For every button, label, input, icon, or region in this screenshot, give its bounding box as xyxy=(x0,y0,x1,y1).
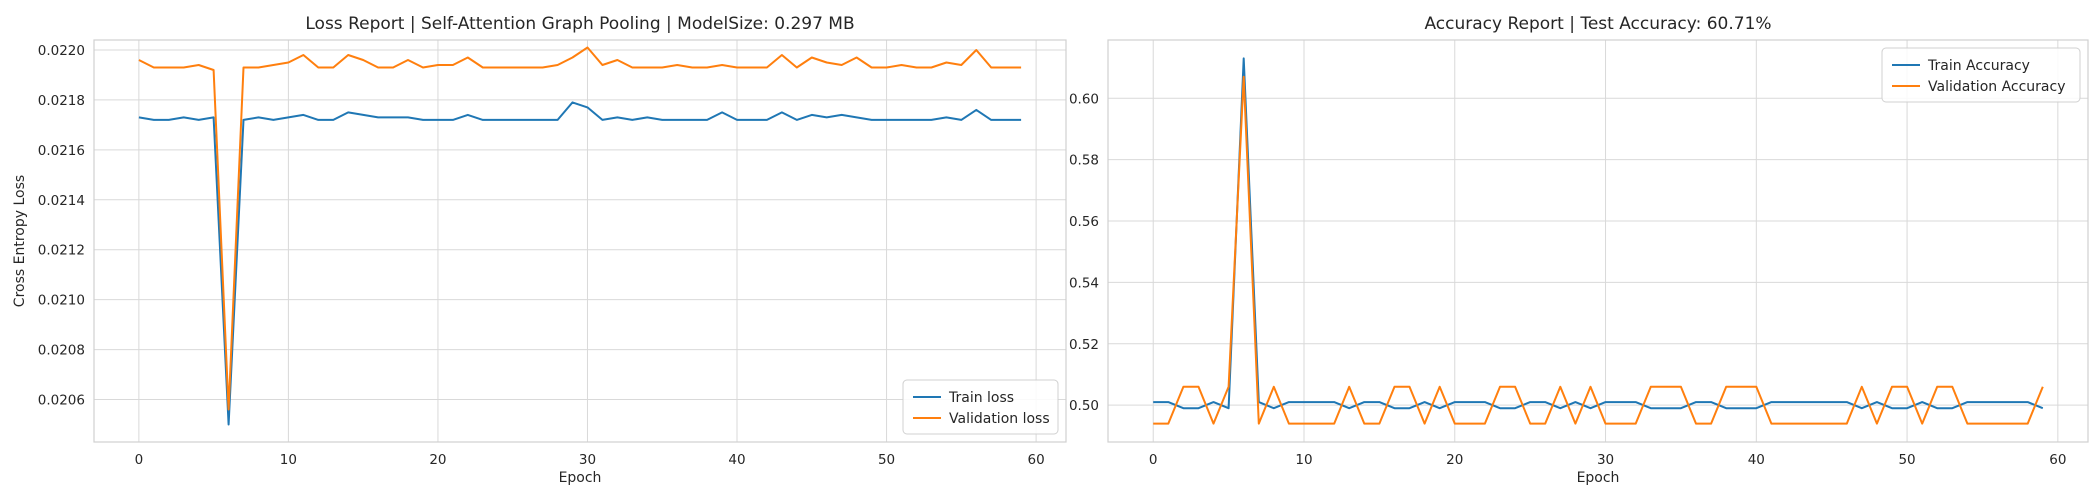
y-tick-label: 0.0218 xyxy=(38,93,85,109)
x-tick-label: 20 xyxy=(429,452,446,468)
legend-label: Train loss xyxy=(948,390,1014,406)
y-tick-label: 0.0210 xyxy=(38,293,85,309)
y-axis-label: Cross Entropy Loss xyxy=(12,175,28,307)
plot-frame xyxy=(93,39,1067,443)
x-tick-label: 0 xyxy=(1149,452,1158,468)
y-tick-label: 0.0214 xyxy=(38,193,85,209)
x-tick-label: 0 xyxy=(135,452,144,468)
y-tick-label: 0.56 xyxy=(1069,214,1099,230)
x-tick-label: 40 xyxy=(1748,452,1765,468)
chart-panel-2: 0 10 20 30 40 50 60 0.50 0.52 0.54 0.56 0.58 0.60 Acc… xyxy=(1069,14,2089,486)
x-tick-label: 50 xyxy=(878,452,895,468)
x-tick-label: 40 xyxy=(728,452,745,468)
series-line-1 xyxy=(138,101,1022,426)
chart-title: Loss Report | Self-Attention Graph Pooli… xyxy=(305,14,854,34)
chart-panel-1: 0 10 20 30 40 50 60 0.0206 0.0208 0.0210 0.0212 0.0… xyxy=(12,14,1067,486)
x-tick-label: 30 xyxy=(579,452,596,468)
x-tick-label: 60 xyxy=(2049,452,2066,468)
legend: Train Accuracy Validation Accuracy xyxy=(1881,47,2081,103)
x-tick-label: 60 xyxy=(1027,452,1044,468)
series-line-2 xyxy=(138,46,1022,411)
chart-title: Accuracy Report | Test Accuracy: 60.71% xyxy=(1424,14,1771,34)
series-line-1 xyxy=(1153,57,2044,410)
y-tick-label: 0.0212 xyxy=(38,243,85,259)
x-tick-label: 30 xyxy=(1597,452,1614,468)
plot-frame xyxy=(1107,39,2089,443)
x-axis-label: Epoch xyxy=(559,470,602,486)
x-tick-label: 10 xyxy=(1295,452,1312,468)
legend-box xyxy=(902,379,1059,435)
y-tick-label: 0.0208 xyxy=(38,343,85,359)
legend-label: Validation loss xyxy=(949,411,1050,427)
x-tick-label: 50 xyxy=(1898,452,1915,468)
x-tick-label: 10 xyxy=(280,452,297,468)
y-tick-label: 0.50 xyxy=(1069,398,1099,414)
y-tick-label: 0.0216 xyxy=(38,143,85,159)
y-tick-label: 0.58 xyxy=(1069,153,1099,169)
legend: Train loss Validation loss xyxy=(902,379,1059,435)
y-tick-label: 0.54 xyxy=(1069,275,1099,291)
y-tick-label: 0.52 xyxy=(1069,337,1099,353)
series-line-2 xyxy=(1153,75,2044,425)
y-tick-label: 0.60 xyxy=(1069,91,1099,107)
legend-label: Train Accuracy xyxy=(1927,58,2030,74)
x-tick-label: 20 xyxy=(1446,452,1463,468)
x-axis-label: Epoch xyxy=(1577,470,1620,486)
legend-box xyxy=(1881,47,2081,103)
legend-label: Validation Accuracy xyxy=(1928,79,2066,95)
y-tick-label: 0.0206 xyxy=(38,393,85,409)
y-tick-label: 0.0220 xyxy=(38,43,85,59)
